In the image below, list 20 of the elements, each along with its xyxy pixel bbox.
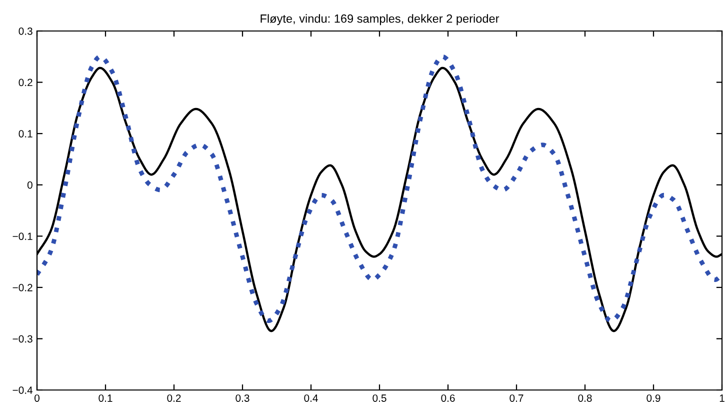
y-tick-label: −0.3	[12, 335, 32, 343]
y-tick-label: −0.2	[12, 284, 32, 292]
y-tick-label: 0.3	[18, 28, 32, 35]
x-tick-label: 0.6	[441, 394, 455, 402]
x-tick-label: 0.5	[372, 394, 386, 402]
x-tick-label: 0.8	[578, 394, 592, 402]
y-tick-label: −0.1	[12, 232, 32, 240]
x-tick-label: 0.2	[167, 394, 181, 402]
y-tick-label: 0.2	[18, 78, 32, 86]
x-tick-label: 0.9	[646, 394, 660, 402]
y-tick-label: 0.1	[18, 130, 32, 138]
y-tick-label: −0.4	[12, 386, 33, 394]
x-tick-label: 0.7	[510, 394, 524, 402]
x-tick-label: 0	[34, 394, 40, 402]
x-tick-label: 0.3	[236, 394, 250, 402]
x-tick-label: 0.4	[304, 394, 318, 402]
x-tick-label: 1	[720, 394, 724, 402]
y-tick-label: 0	[27, 181, 32, 189]
chart-title: Fløyte, vindu: 169 samples, dekker 2 perioder	[260, 14, 500, 26]
x-tick-label: 0.1	[98, 394, 112, 402]
